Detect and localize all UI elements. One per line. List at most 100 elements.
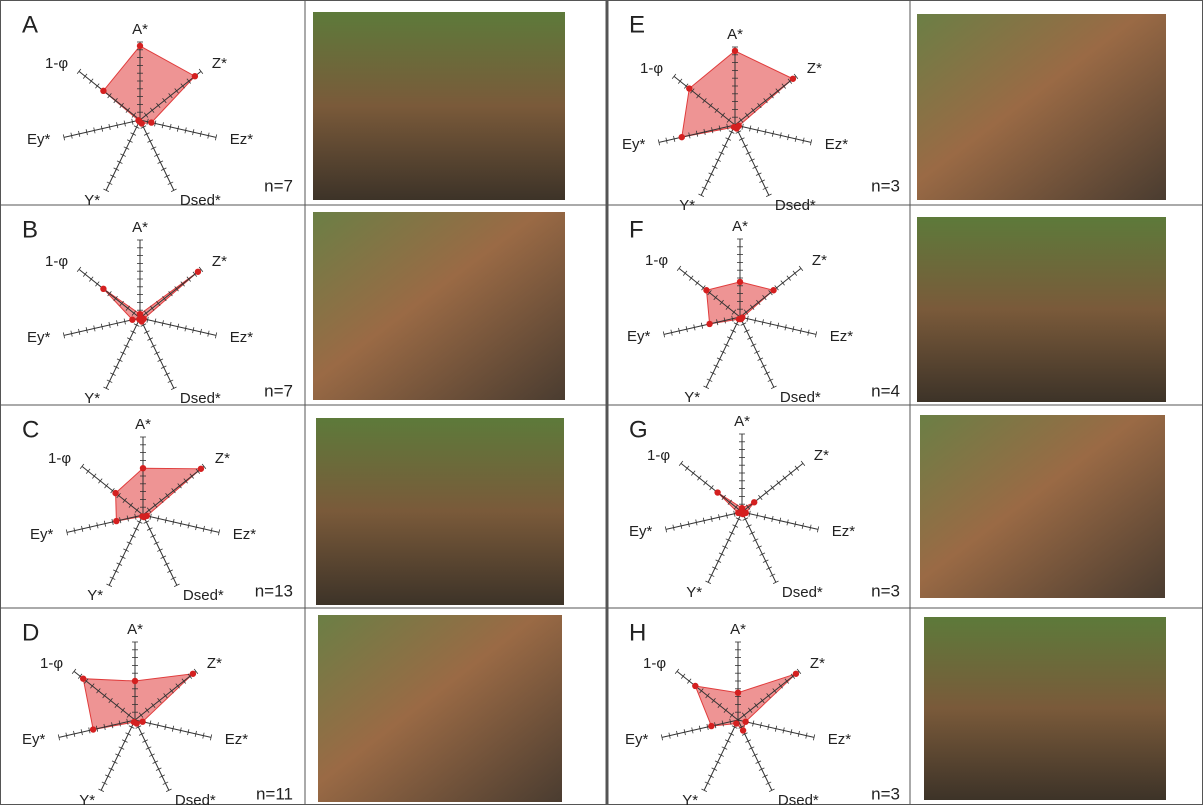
- tick-mark: [164, 517, 167, 524]
- tick-mark: [105, 774, 111, 778]
- tick-mark: [187, 673, 193, 679]
- tick-mark: [703, 480, 708, 486]
- tick-mark: [65, 529, 69, 536]
- data-point: [148, 119, 155, 126]
- tick-mark: [718, 151, 725, 155]
- tick-mark: [192, 129, 195, 136]
- tick-mark: [763, 98, 768, 104]
- axis-label: A*: [127, 621, 143, 638]
- tick-mark: [757, 102, 762, 109]
- tick-mark: [809, 524, 812, 531]
- tick-mark: [162, 781, 169, 785]
- tick-mark: [674, 668, 680, 674]
- tick-mark: [784, 324, 787, 331]
- tick-mark: [118, 720, 121, 727]
- axis-label: Ey*: [22, 731, 46, 748]
- tick-mark: [745, 739, 752, 743]
- tick-mark: [128, 725, 135, 729]
- data-point: [686, 85, 693, 92]
- axis-label: Z*: [807, 60, 822, 77]
- tick-mark: [134, 507, 140, 513]
- tick-mark: [210, 527, 213, 534]
- tick-mark: [706, 378, 713, 382]
- data-point: [100, 285, 107, 293]
- tick-mark: [163, 562, 170, 566]
- axis-label: Ez*: [828, 731, 852, 748]
- tick-mark: [704, 781, 711, 785]
- axis-label: Ez*: [825, 136, 849, 153]
- tick-mark: [107, 291, 112, 297]
- tick-mark: [157, 515, 160, 522]
- tick-mark: [745, 524, 752, 528]
- tick-mark: [179, 727, 182, 734]
- tick-mark: [214, 332, 218, 339]
- tick-mark: [762, 186, 769, 190]
- tick-mark: [89, 78, 94, 84]
- tick-mark: [733, 510, 736, 517]
- tick-mark: [782, 727, 785, 734]
- tick-mark: [764, 371, 770, 375]
- tick-mark: [131, 310, 137, 316]
- axis-label: Ey*: [27, 131, 51, 148]
- tick-mark: [695, 280, 700, 286]
- tick-mark: [718, 514, 721, 521]
- tick-mark: [157, 697, 162, 704]
- tick-mark: [114, 702, 119, 709]
- axis-label: Ez*: [832, 523, 856, 540]
- tick-mark: [790, 729, 793, 736]
- tick-mark: [665, 137, 668, 144]
- tick-mark: [767, 723, 770, 730]
- tick-mark: [673, 135, 676, 142]
- tick-mark: [769, 573, 776, 577]
- tick-mark: [123, 318, 126, 325]
- tick-mark: [746, 315, 749, 322]
- tick-mark: [689, 275, 694, 281]
- tick-mark: [82, 271, 88, 277]
- tick-mark: [108, 697, 113, 704]
- tick-mark: [76, 266, 82, 272]
- tick-mark: [169, 321, 172, 328]
- tick-mark: [802, 137, 805, 144]
- tick-mark: [159, 774, 165, 778]
- sample-size: n=13: [255, 581, 293, 600]
- tick-mark: [706, 723, 709, 730]
- axis-label: Dsed*: [180, 192, 221, 209]
- tick-mark: [180, 281, 185, 287]
- tick-mark: [696, 93, 701, 99]
- tick-mark: [192, 327, 195, 334]
- panel-letter: E: [629, 11, 645, 38]
- tick-mark: [717, 702, 722, 709]
- tick-mark: [107, 93, 112, 99]
- tick-mark: [126, 515, 129, 522]
- tick-mark: [708, 172, 715, 176]
- axis-label: Y*: [684, 389, 700, 406]
- tick-mark: [797, 730, 800, 737]
- tick-mark: [726, 117, 732, 123]
- tick-mark: [103, 520, 107, 527]
- data-point: [708, 722, 715, 730]
- tick-mark: [787, 78, 793, 84]
- tick-mark: [687, 521, 690, 528]
- tick-mark: [76, 68, 82, 74]
- axis-label: Ey*: [30, 526, 54, 543]
- radar-area: [115, 467, 203, 522]
- tick-mark: [110, 488, 115, 494]
- axis-label: A*: [734, 413, 750, 430]
- data-point: [112, 489, 119, 497]
- tick-mark: [718, 125, 721, 132]
- tick-mark: [718, 753, 724, 757]
- tick-mark: [708, 573, 715, 577]
- sample-size: n=3: [871, 176, 900, 195]
- panel-letter: C: [22, 416, 39, 443]
- tick-mark: [135, 725, 142, 729]
- tick-mark: [140, 323, 147, 327]
- tick-mark: [683, 729, 686, 736]
- tick-mark: [691, 727, 694, 734]
- data-point: [735, 315, 743, 323]
- tick-mark: [149, 720, 152, 727]
- tick-mark: [771, 130, 775, 137]
- tick-mark: [217, 529, 221, 536]
- data-point: [731, 47, 739, 55]
- tick-mark: [775, 88, 780, 94]
- tick-mark: [146, 507, 152, 513]
